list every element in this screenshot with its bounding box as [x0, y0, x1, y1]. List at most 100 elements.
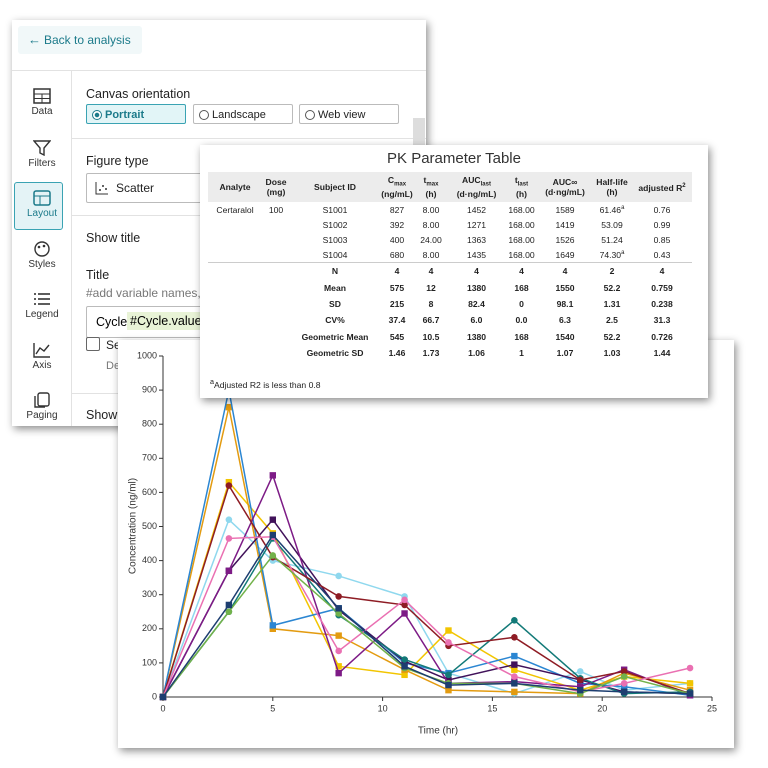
table-cell: 4	[448, 262, 505, 280]
back-label: Back to analysis	[44, 33, 131, 47]
header-text: adjusted R	[638, 182, 683, 193]
table-title: PK Parameter Table	[387, 150, 521, 167]
header-text: t	[514, 174, 518, 185]
cell-text: 8.00	[422, 249, 440, 260]
table-cell: 1526	[538, 232, 592, 247]
marker	[335, 610, 342, 617]
table-cell: Mean	[290, 279, 380, 295]
marker	[225, 601, 233, 609]
x-tick-label: 20	[597, 703, 607, 713]
table-cell: 2	[592, 262, 632, 280]
x-tick-label: 0	[160, 703, 165, 713]
variable-tag: #Cycle.values	[127, 312, 211, 330]
cell-text: 8	[428, 298, 434, 309]
table-row: S1002 392 8.00 1271 168.00 1419 53.09 0.99	[208, 217, 692, 232]
table-cell	[208, 279, 262, 295]
cell-text: 1435	[466, 249, 487, 260]
cell-text: 74.30	[599, 249, 622, 260]
nav-item[interactable]: Axis	[12, 342, 72, 371]
scatter-icon	[95, 182, 108, 195]
nav-item[interactable]: Styles	[12, 241, 72, 270]
nav-active	[14, 182, 63, 230]
table-cell: 0.85	[632, 232, 692, 247]
nav-item[interactable]: Layout	[12, 190, 72, 219]
column-header: adjusted R2	[632, 172, 692, 202]
series-line	[162, 518, 691, 698]
table-cell: 575	[380, 279, 414, 295]
marker	[686, 664, 694, 672]
table-cell: 168.00	[505, 202, 538, 217]
section-label: Figure type	[86, 154, 149, 168]
marker	[225, 608, 233, 616]
marker	[445, 671, 452, 679]
cell-text: 4	[659, 266, 665, 277]
table-cell	[262, 247, 290, 263]
nav-item[interactable]: Paging	[12, 392, 72, 421]
marker	[620, 673, 628, 680]
table-cell	[208, 329, 262, 345]
radio-option[interactable]: Web view	[299, 104, 399, 124]
marker	[269, 552, 277, 559]
table-cell: 1.07	[538, 345, 592, 361]
marker	[576, 668, 584, 675]
cell-text: 575	[389, 282, 405, 293]
table-cell: 1271	[448, 217, 505, 232]
cell-text: Mean	[324, 282, 346, 293]
header-unit: (h)	[425, 189, 437, 200]
back-button[interactable]: ← Back to analysis	[18, 26, 142, 54]
title-input[interactable]: Cycle #Cycle.values	[86, 306, 268, 338]
table-cell: 1.06	[448, 345, 505, 361]
marker	[335, 572, 342, 580]
summary-row: SD 215 8 82.4 0 98.1 1.31 0.238	[208, 296, 692, 312]
cell-text: 0.85	[653, 234, 671, 245]
cell-text: 0.238	[651, 298, 673, 309]
column-header: Half-life (h)	[592, 172, 632, 202]
table-cell: 31.3	[632, 312, 692, 328]
table-cell: 1589	[538, 202, 592, 217]
radio-label: Portrait	[105, 109, 145, 121]
nav-label: Layout	[26, 208, 58, 219]
field-hint: #add variable names,	[86, 286, 201, 300]
radio-option[interactable]: Portrait	[86, 104, 186, 124]
toggle-label: Show title	[86, 231, 141, 245]
cell-text: 37.4	[388, 315, 406, 326]
cell-text: 1380	[466, 282, 487, 293]
nav-label: Styles	[28, 259, 56, 270]
checkbox[interactable]	[86, 337, 100, 351]
nav-item[interactable]: Legend	[12, 291, 72, 320]
table-cell	[262, 296, 290, 312]
table-cell: 24.00	[414, 232, 448, 247]
column-header: Dose (mg)	[262, 172, 290, 202]
summary-row: CV% 37.4 66.7 6.0 0.0 6.3 2.5 31.3	[208, 312, 692, 328]
header-unit: (h)	[516, 189, 527, 200]
table-cell: 8.00	[414, 202, 448, 217]
series-line	[162, 535, 691, 698]
pk-table-card: PK Parameter Table Analyte Dose (mg) Subjec…	[200, 145, 708, 398]
marker	[620, 683, 628, 690]
table-cell: 6.3	[538, 312, 592, 328]
cell-text: 0.759	[651, 282, 673, 293]
table-cell: 12	[414, 279, 448, 295]
nav-item[interactable]: Filters	[12, 140, 72, 169]
marker	[225, 516, 233, 523]
table-cell: S1004	[290, 247, 380, 263]
table-row: S1003 400 24.00 1363 168.00 1526 51.24 0.85	[208, 232, 692, 247]
table-cell: 1	[505, 345, 538, 361]
cell-text: 0	[519, 298, 524, 309]
nav-item[interactable]: Data	[12, 88, 72, 117]
cell-text: 168.00	[508, 204, 535, 215]
marker	[511, 680, 518, 687]
pk-table: Analyte Dose (mg) Subject ID Cmax (ng/mL) tmax…	[208, 172, 692, 361]
table-cell: 168.00	[505, 232, 538, 247]
x-tick-label: 25	[707, 703, 717, 713]
nav-label: Paging	[26, 410, 58, 421]
cell-text: 0.43	[653, 249, 671, 260]
marker	[225, 403, 233, 411]
cell-text: 66.7	[422, 315, 440, 326]
cell-text: 52.2	[603, 331, 621, 342]
chart: Time (hr) Concentration (ng/ml) 01002003…	[128, 350, 717, 736]
cell-text: 1.46	[388, 348, 406, 359]
column-header: Cmax (ng/mL)	[380, 172, 414, 202]
radio-option[interactable]: Landscape	[193, 104, 293, 124]
marker	[511, 634, 518, 641]
